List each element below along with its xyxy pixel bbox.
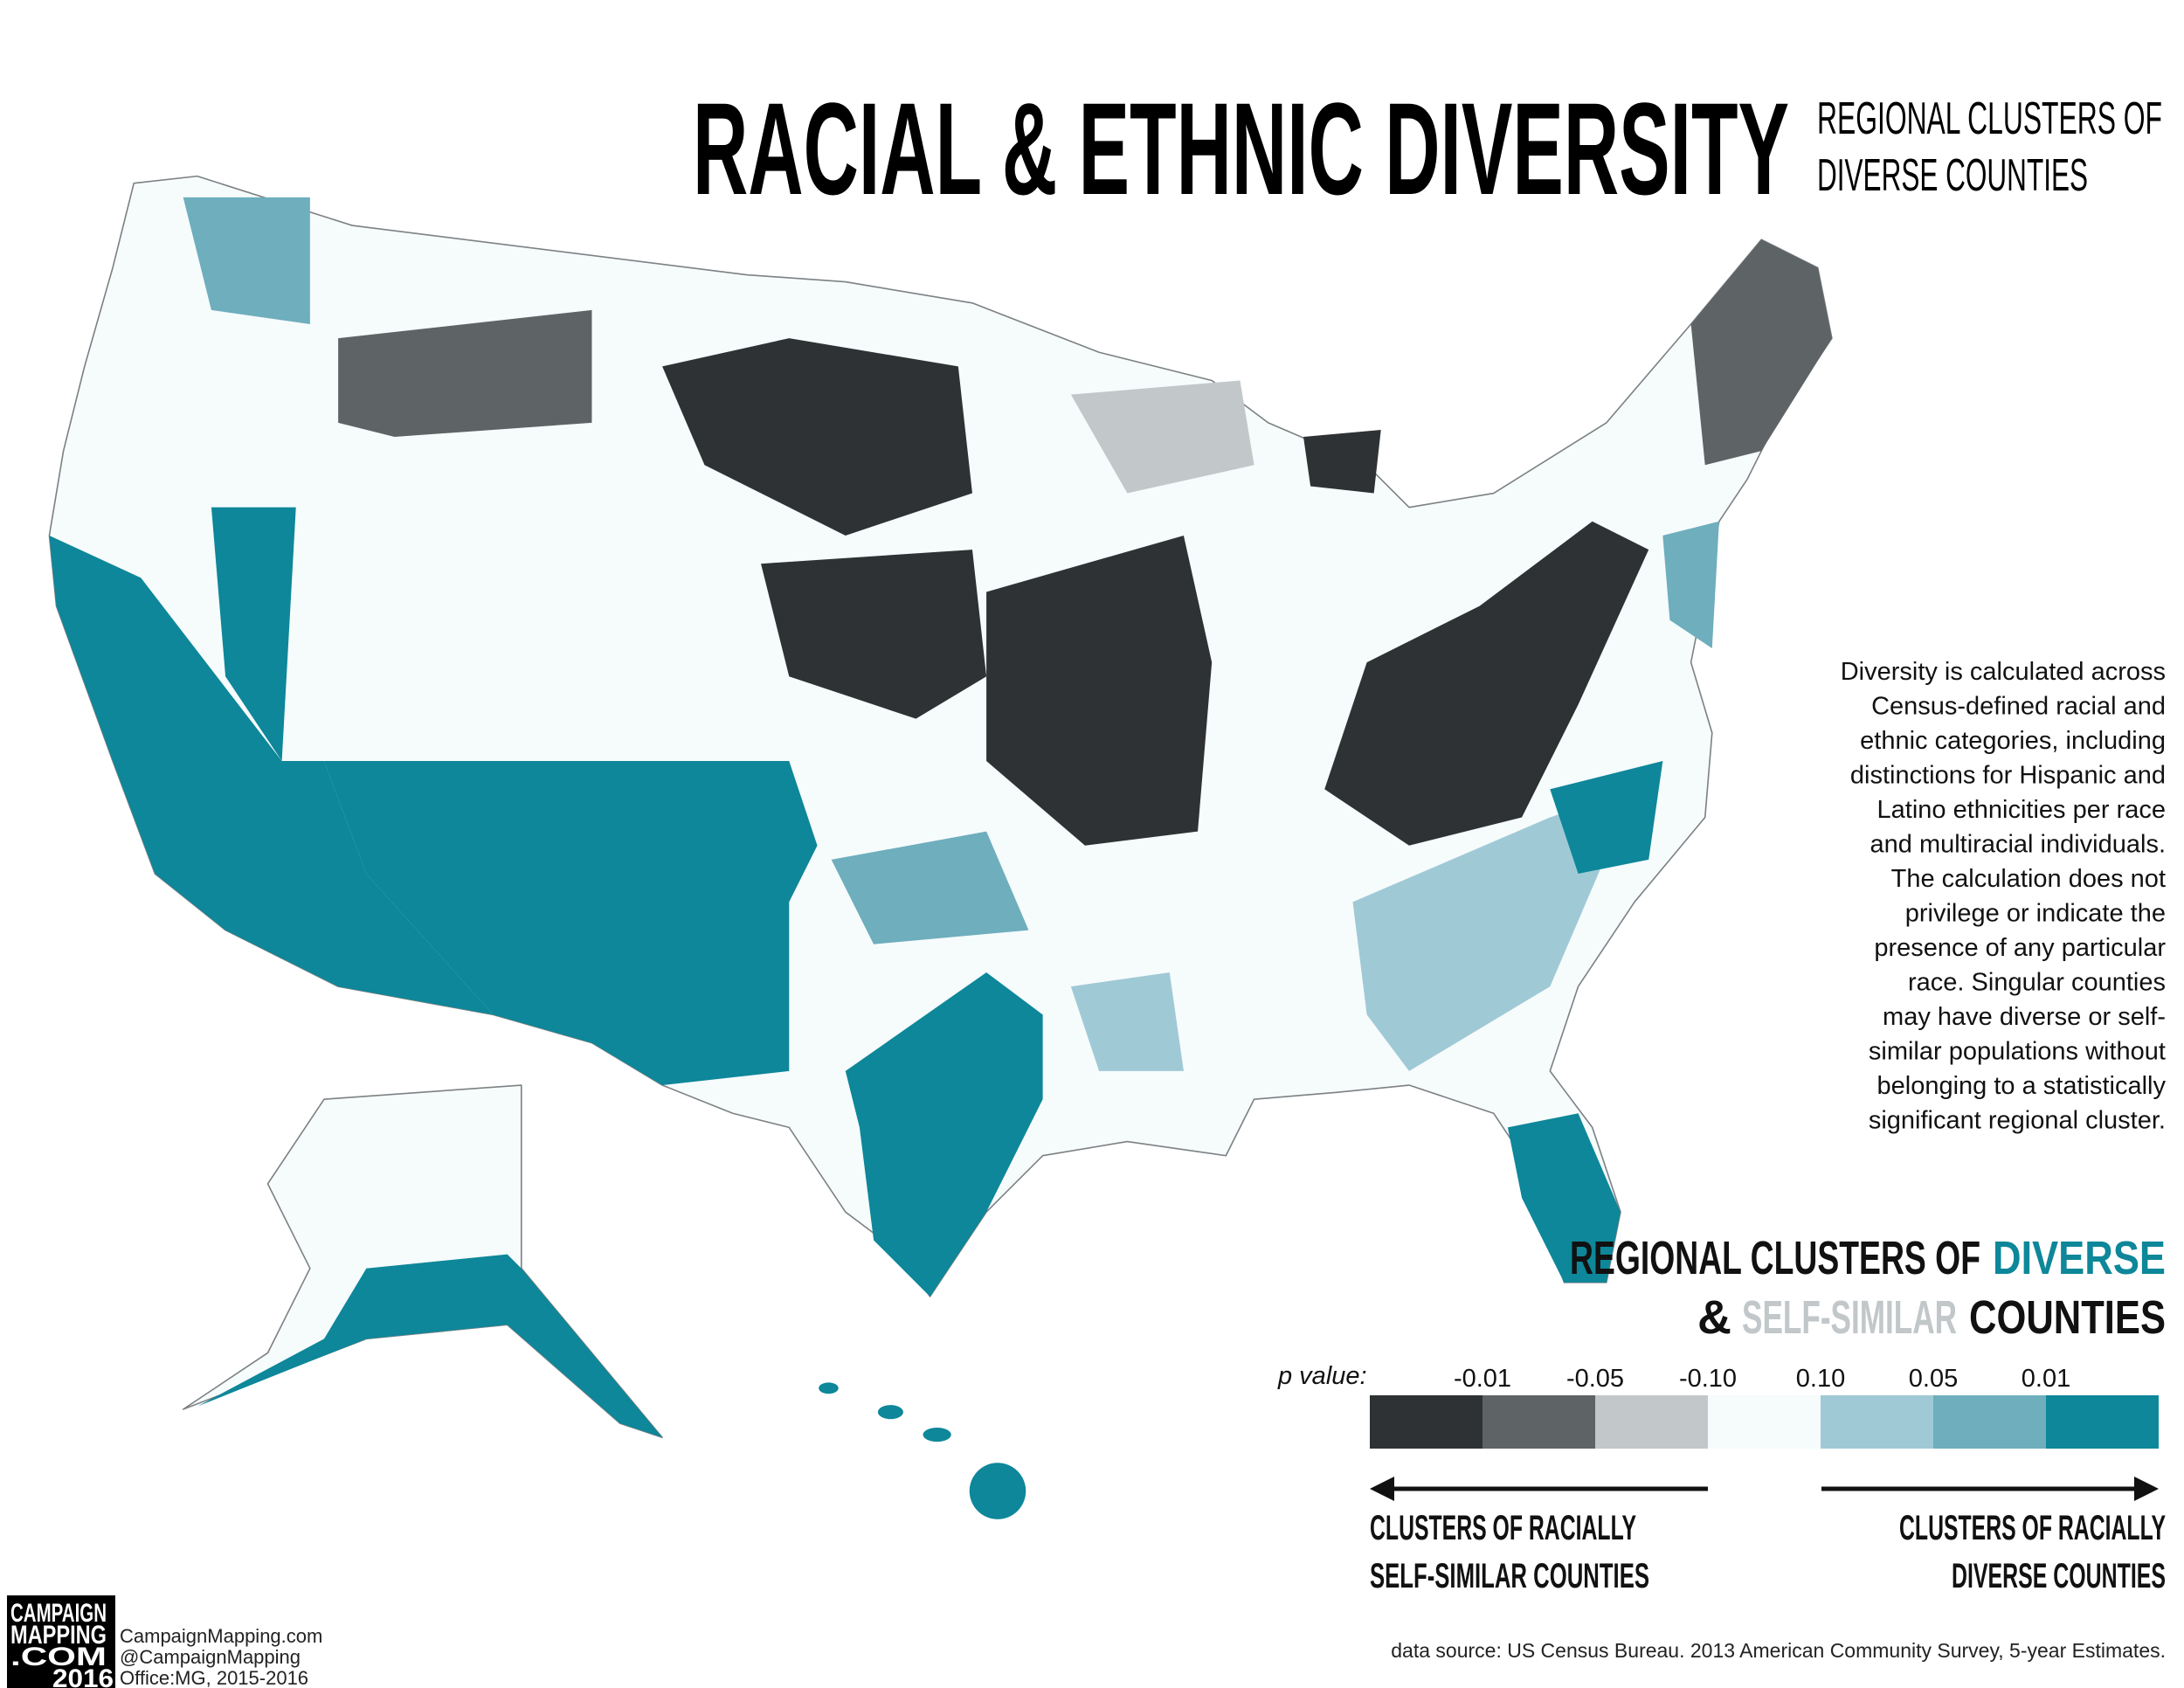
- description-line: race. Singular counties: [1908, 969, 2166, 997]
- logo-text: 2016: [52, 1664, 114, 1688]
- island: [923, 1427, 951, 1442]
- description-line: Census-defined racial and: [1871, 693, 2166, 721]
- description-line: distinctions for Hispanic and: [1850, 762, 2166, 790]
- cluster: [1662, 521, 1719, 648]
- cluster: [338, 309, 592, 438]
- data-source: data source: US Census Bureau. 2013 Amer…: [1391, 1639, 2166, 1662]
- map: [48, 175, 1833, 1519]
- legend-break: 0.05: [1909, 1365, 1958, 1393]
- legend-break: -0.05: [1566, 1365, 1624, 1393]
- subtitle: DIVERSE COUNTIES: [1817, 150, 2088, 201]
- island: [877, 1405, 903, 1420]
- description: Diversity is calculated across Census-def…: [1841, 658, 2167, 1135]
- cluster: [1690, 239, 1832, 466]
- legend-title: SELF-SIMILAR: [1742, 1291, 1957, 1344]
- description-line: significant regional cluster.: [1869, 1107, 2166, 1135]
- credit-line: CampaignMapping.com: [120, 1625, 322, 1647]
- logo-box: [7, 1595, 115, 1688]
- hawaii: [819, 1382, 1026, 1519]
- legend-break: -0.10: [1679, 1365, 1737, 1393]
- arrow-head: [1370, 1477, 1394, 1501]
- cluster: [1324, 521, 1649, 846]
- island: [819, 1382, 839, 1394]
- legend-side-label: DIVERSE COUNTIES: [1952, 1557, 2166, 1595]
- logo-text: CAMPAIGN: [10, 1599, 107, 1628]
- description-line: may have diverse or self-: [1883, 1003, 2166, 1031]
- cluster: [986, 535, 1213, 846]
- legend-swatch: [1933, 1395, 2046, 1449]
- logo-text: .COM: [10, 1643, 107, 1671]
- subtitle: REGIONAL CLUSTERS OF: [1817, 93, 2162, 144]
- cluster: [831, 831, 1029, 944]
- description-line: and multiracial individuals.: [1870, 831, 2167, 859]
- legend-swatch: [2046, 1395, 2159, 1449]
- description-line: ethnic categories, including: [1860, 727, 2166, 755]
- cluster: [1070, 380, 1254, 494]
- legend-side-label: SELF-SIMILAR COUNTIES: [1370, 1557, 1649, 1595]
- credit-line: Office:MG, 2015-2016: [120, 1667, 308, 1688]
- legend-break: 0.01: [2022, 1365, 2070, 1393]
- cluster: [1550, 761, 1663, 875]
- legend-side-label: CLUSTERS OF RACIALLY: [1370, 1509, 1636, 1547]
- legend-title: REGIONAL CLUSTERS OF: [1570, 1232, 1980, 1284]
- cluster: [211, 507, 296, 762]
- cluster: [761, 550, 987, 719]
- logo-text: MAPPING: [10, 1621, 107, 1650]
- island: [969, 1463, 1026, 1519]
- cluster: [1507, 1113, 1621, 1283]
- cluster: [845, 972, 1043, 1297]
- cluster: [323, 761, 818, 1086]
- description-line: presence of any particular: [1874, 934, 2166, 962]
- description-line: privilege or indicate the: [1905, 900, 2166, 928]
- legend-break: 0.10: [1796, 1365, 1845, 1393]
- legend-title: COUNTIES: [1969, 1291, 2166, 1344]
- description-line: Latino ethnicities per race: [1877, 796, 2166, 824]
- cluster: [1070, 972, 1184, 1071]
- cluster: [1303, 429, 1381, 494]
- cluster: [197, 1254, 663, 1438]
- legend-swatch: [1595, 1395, 1708, 1449]
- description-line: belonging to a statistically: [1877, 1072, 2167, 1100]
- cluster: [183, 197, 310, 324]
- cluster: [49, 535, 494, 1015]
- p-value-label: p value:: [1277, 1362, 1367, 1390]
- legend-title: DIVERSE: [1993, 1232, 2166, 1284]
- cluster: [1352, 789, 1635, 1071]
- description-line: The calculation does not: [1891, 865, 2166, 893]
- legend-title: &: [1697, 1291, 1731, 1344]
- description-line: similar populations without: [1869, 1038, 2166, 1066]
- description-line: Diversity is calculated across: [1841, 658, 2166, 686]
- credit-line: @CampaignMapping: [120, 1646, 301, 1668]
- legend-swatch: [1821, 1395, 1933, 1449]
- legend-swatch: [1482, 1395, 1595, 1449]
- legend-swatch: [1708, 1395, 1821, 1449]
- title: RACIAL & ETHNIC DIVERSITY: [693, 75, 1789, 222]
- legend-break: -0.01: [1454, 1365, 1511, 1393]
- cluster: [662, 338, 972, 536]
- legend-side-label: CLUSTERS OF RACIALLY: [1899, 1509, 2166, 1547]
- legend-swatch: [1370, 1395, 1482, 1449]
- arrow-head: [2134, 1477, 2159, 1501]
